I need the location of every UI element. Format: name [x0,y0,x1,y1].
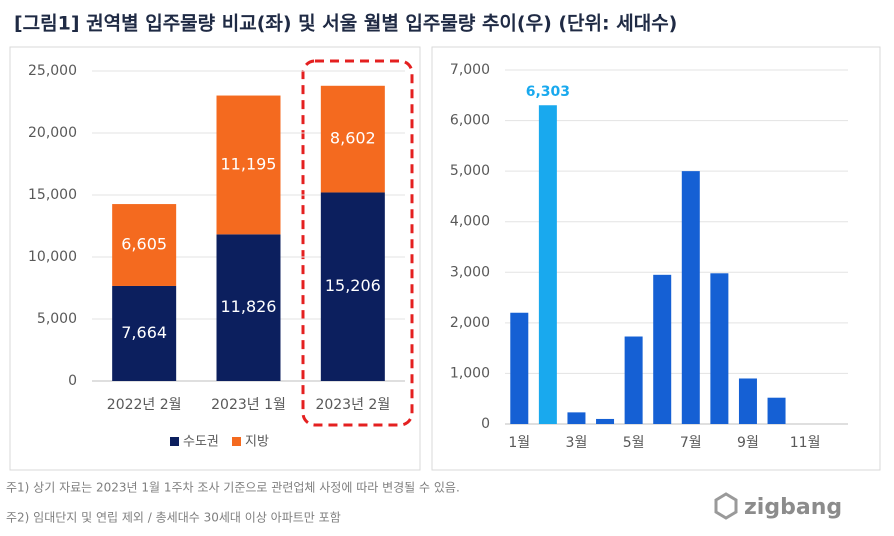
x-tick-label: 2022년 2월 [107,397,182,413]
bar-segment [320,192,385,381]
value-label: 6,605 [121,235,167,254]
y-tick-label: 25,000 [28,63,77,79]
y-tick-label: 6,000 [450,113,490,129]
y-tick-label: 5,000 [37,311,77,327]
x-tick-label: 11월 [790,435,821,451]
bar [510,312,529,424]
x-tick-label: 1월 [508,435,530,451]
logo-icon [714,492,738,520]
bar-segment [216,95,281,235]
bar [710,273,729,424]
legend-swatch [232,437,241,446]
y-tick-label: 0 [68,373,77,389]
bar-segment [216,234,281,381]
value-label: 11,195 [221,154,277,173]
bar [624,336,643,424]
y-tick-label: 10,000 [28,249,77,265]
y-tick-label: 1,000 [450,365,490,381]
x-tick-label: 9월 [737,435,759,451]
y-tick-label: 2,000 [450,315,490,331]
y-tick-label: 20,000 [28,125,77,141]
y-tick-label: 7,000 [450,62,490,78]
bar-segment [112,204,177,286]
bar [738,378,757,424]
bar [681,171,700,424]
bar [567,412,586,424]
x-tick-label: 2023년 1월 [211,397,286,413]
highlight-box [301,59,414,427]
value-label: 8,602 [330,129,376,148]
bar [767,397,786,424]
legend-label: 지방 [245,435,269,450]
bar [538,105,557,424]
x-tick-label: 7월 [680,435,702,451]
y-tick-label: 4,000 [450,214,490,230]
y-tick-label: 15,000 [28,187,77,203]
bar [596,418,615,424]
bar [653,274,672,424]
logo: zigbang [744,495,842,520]
y-tick-label: 0 [481,416,490,432]
bar-segment [320,85,385,193]
footnote: 주2) 임대단지 및 연립 제외 / 총세대수 30세대 이상 아파트만 포함 [6,511,341,525]
x-tick-label: 3월 [566,435,588,451]
x-tick-label: 2023년 2월 [315,397,390,413]
legend-swatch [170,437,179,446]
value-label: 7,664 [121,323,167,342]
value-label: 6,303 [526,84,570,100]
left-panel [9,46,421,471]
footnote: 주1) 상기 자료는 2023년 1월 1주차 조사 기준으로 관련업체 사정에… [6,481,460,495]
value-label: 15,206 [325,276,381,295]
y-tick-label: 3,000 [450,264,490,280]
y-tick-label: 5,000 [450,163,490,179]
legend-label: 수도권 [183,435,219,450]
value-label: 11,826 [221,297,277,316]
bar-segment [112,285,177,381]
x-tick-label: 5월 [623,435,645,451]
right-panel [431,46,881,471]
page-title: [그림1] 권역별 입주물량 비교(좌) 및 서울 월별 입주물량 추이(우) … [14,13,677,35]
